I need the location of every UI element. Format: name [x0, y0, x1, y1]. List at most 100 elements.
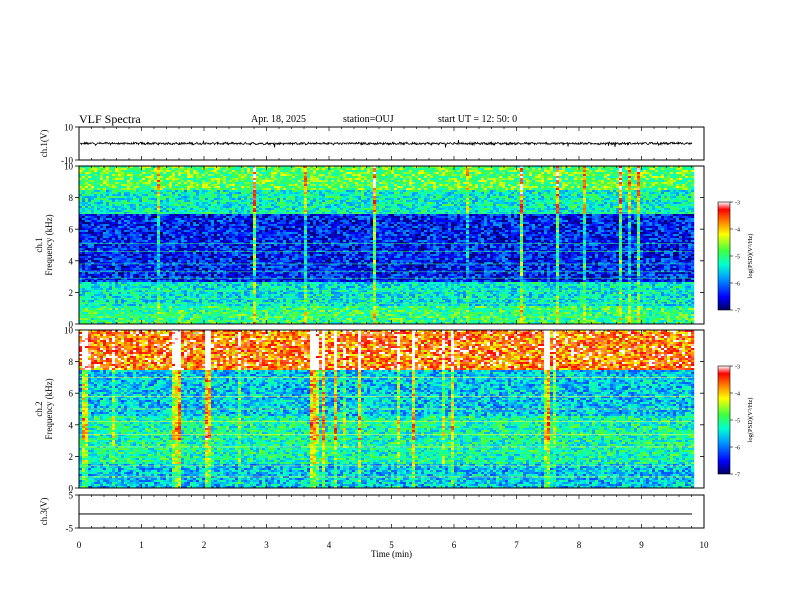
spec-cell: [319, 196, 322, 198]
spec-cell: [676, 168, 679, 170]
spec-cell: [445, 182, 448, 184]
spec-cell: [598, 192, 601, 194]
spec-cell: [538, 196, 541, 198]
spec-cell: [457, 190, 460, 192]
spec-cell: [361, 192, 364, 194]
spec-cell: [679, 198, 682, 200]
spec-cell: [250, 168, 253, 170]
spec-cell: [625, 192, 628, 194]
spec-cell: [157, 194, 160, 196]
spec-cell: [682, 194, 685, 196]
spec-cell: [100, 190, 103, 192]
spec-cell: [178, 192, 181, 194]
spec-cell: [283, 170, 286, 172]
spec-cell: [328, 194, 331, 196]
spec-cell: [586, 196, 589, 198]
spec-cell: [688, 184, 691, 186]
spec-cell: [457, 180, 460, 182]
spec-cell: [310, 190, 313, 192]
spec-cell: [154, 186, 157, 188]
spec-cell: [220, 180, 223, 182]
spec-cell: [106, 200, 109, 202]
spec-cell: [517, 182, 520, 184]
spec-cell: [475, 186, 478, 188]
spec-cell: [136, 196, 139, 198]
spec-cell: [577, 188, 580, 190]
spec-cell: [667, 198, 670, 200]
spec-cell: [409, 182, 412, 184]
spec-cell: [313, 192, 316, 194]
spec-cell: [124, 190, 127, 192]
spec-cell: [424, 186, 427, 188]
spec-cell: [118, 194, 121, 196]
spec-cell: [418, 182, 421, 184]
spec-cell: [673, 190, 676, 192]
spec-cell: [610, 170, 613, 172]
spec-cell: [352, 184, 355, 186]
spec-cell: [463, 194, 466, 196]
spec-cell: [481, 192, 484, 194]
spec-cell: [406, 172, 409, 174]
spec-cell: [127, 186, 130, 188]
spec-cell: [175, 170, 178, 172]
spec-cell: [538, 174, 541, 176]
spec-cell: [649, 176, 652, 178]
spec-cell: [121, 182, 124, 184]
spec-cell: [523, 196, 526, 198]
spec-cell: [238, 190, 241, 192]
spec-cell: [247, 178, 250, 180]
spec-cell: [490, 172, 493, 174]
spec-cell: [478, 194, 481, 196]
spec-cell: [271, 176, 274, 178]
spec-cell: [91, 180, 94, 182]
spec-cell: [526, 176, 529, 178]
spec-cell: [529, 188, 532, 190]
spec-cell: [466, 198, 469, 200]
spec-cell: [310, 182, 313, 184]
spec-cell: [610, 174, 613, 176]
spec-cell: [226, 174, 229, 176]
spec-cell: [598, 170, 601, 172]
spec-cell: [319, 182, 322, 184]
spec-cell: [238, 170, 241, 172]
spec-cell: [406, 190, 409, 192]
spec-cell: [133, 192, 136, 194]
spec-cell: [661, 168, 664, 170]
spec-cell: [343, 198, 346, 200]
spec-cell: [652, 198, 655, 200]
spec-cell: [595, 176, 598, 178]
spec-cell: [277, 182, 280, 184]
spec-cell: [556, 192, 559, 194]
spec-cell: [82, 174, 85, 176]
spec-cell: [574, 168, 577, 170]
spec-cell: [385, 188, 388, 190]
spec-cell: [121, 180, 124, 182]
spec-cell: [349, 196, 352, 198]
spec-cell: [415, 196, 418, 198]
spec-cell: [166, 176, 169, 178]
spec-cell: [421, 172, 424, 174]
spec-cell: [277, 180, 280, 182]
spec-cell: [652, 182, 655, 184]
spec-cell: [88, 178, 91, 180]
spec-cell: [142, 170, 145, 172]
spec-cell: [481, 198, 484, 200]
spec-cell: [628, 196, 631, 198]
spec-cell: [505, 174, 508, 176]
spec-cell: [508, 192, 511, 194]
spec-cell: [625, 174, 628, 176]
spec-cell: [115, 188, 118, 190]
spec-cell: [94, 178, 97, 180]
spec-cell: [82, 176, 85, 178]
spec-cell: [418, 176, 421, 178]
spec-cell: [574, 170, 577, 172]
spec-cell: [679, 180, 682, 182]
spec-cell: [370, 194, 373, 196]
spec-cell: [217, 172, 220, 174]
spec-cell: [160, 194, 163, 196]
spec-cell: [400, 184, 403, 186]
spec-cell: [244, 180, 247, 182]
spec-cell: [322, 176, 325, 178]
spec-cell: [406, 196, 409, 198]
spec-cell: [121, 172, 124, 174]
